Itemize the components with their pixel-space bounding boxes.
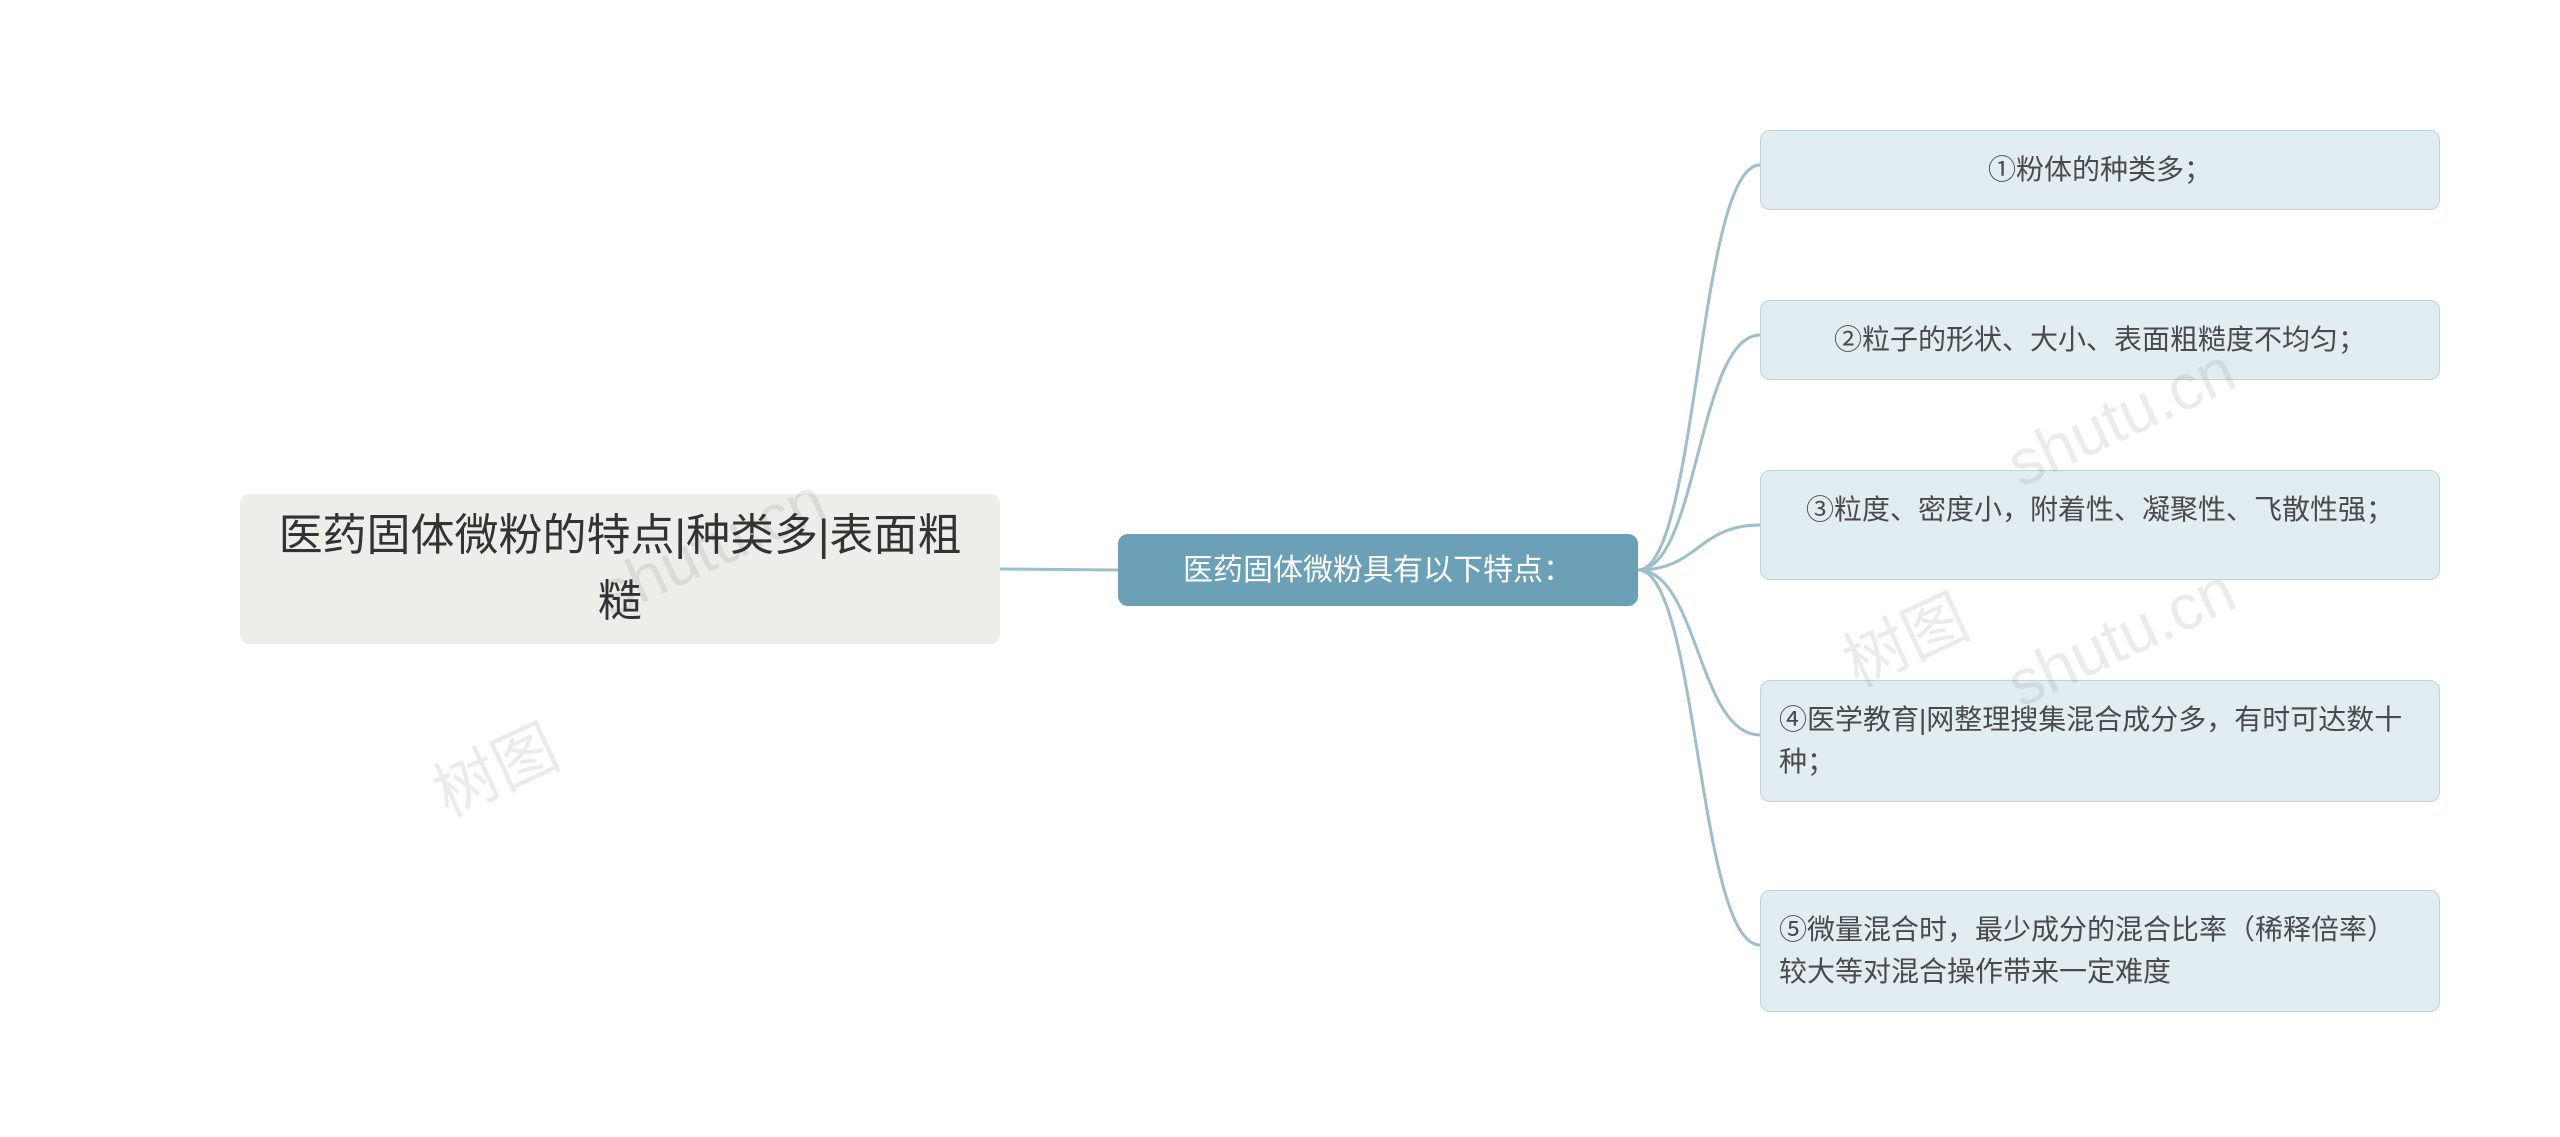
- root-node-text: 医药固体微粉的特点|种类多|表面粗糙: [271, 503, 969, 635]
- sub-node-text: 医药固体微粉具有以下特点：: [1183, 548, 1573, 593]
- leaf-node-text: ④医学教育|网整理搜集混合成分多，有时可达数十种；: [1779, 699, 2421, 783]
- sub-node: 医药固体微粉具有以下特点：: [1118, 534, 1638, 606]
- leaf-node-2: ②粒子的形状、大小、表面粗糙度不均匀；: [1760, 300, 2440, 380]
- root-node: 医药固体微粉的特点|种类多|表面粗糙: [240, 494, 1000, 644]
- leaf-node-text: ①粉体的种类多；: [1988, 149, 2212, 191]
- watermark: 树图: [417, 697, 572, 834]
- leaf-node-text: ③粒度、密度小，附着性、凝聚性、飞散性强；: [1806, 489, 2394, 531]
- leaf-node-3: ③粒度、密度小，附着性、凝聚性、飞散性强；: [1760, 470, 2440, 580]
- leaf-node-4: ④医学教育|网整理搜集混合成分多，有时可达数十种；: [1760, 680, 2440, 802]
- leaf-node-text: ②粒子的形状、大小、表面粗糙度不均匀；: [1834, 319, 2366, 361]
- leaf-node-5: ⑤微量混合时，最少成分的混合比率（稀释倍率）较大等对混合操作带来一定难度: [1760, 890, 2440, 1012]
- leaf-node-1: ①粉体的种类多；: [1760, 130, 2440, 210]
- leaf-node-text: ⑤微量混合时，最少成分的混合比率（稀释倍率）较大等对混合操作带来一定难度: [1779, 909, 2421, 993]
